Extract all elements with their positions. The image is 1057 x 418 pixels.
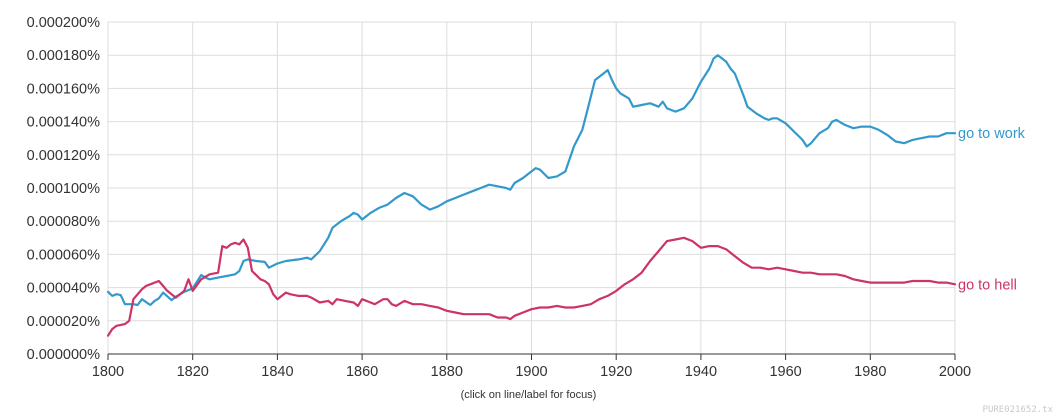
y-axis-ticks: 0.000000% 0.000020% 0.000040% 0.000060% 0.00… <box>27 15 100 363</box>
x-tick-label: 1900 <box>515 364 547 380</box>
x-tick-label: 1960 <box>769 364 801 380</box>
watermark-text: PURE021652.tx <box>982 405 1053 415</box>
y-tick-label: 0.000120% <box>27 148 100 164</box>
chart-series[interactable] <box>106 54 957 337</box>
chart-axes <box>107 353 956 360</box>
series-labels[interactable]: go to work go to hell <box>958 126 1026 293</box>
x-tick-label: 1940 <box>685 364 717 380</box>
chart-grid <box>107 21 956 355</box>
x-tick-label: 2000 <box>939 364 971 380</box>
x-tick-label: 1880 <box>431 364 463 380</box>
y-tick-label: 0.000020% <box>27 314 100 330</box>
y-tick-label: 0.000100% <box>27 181 100 197</box>
y-tick-label: 0.000000% <box>27 347 100 363</box>
y-tick-label: 0.000080% <box>27 214 100 230</box>
y-tick-label: 0.000200% <box>27 15 100 31</box>
x-tick-label: 1840 <box>261 364 293 380</box>
x-tick-label: 1820 <box>177 364 209 380</box>
focus-hint: (click on line/label for focus) <box>460 389 597 401</box>
y-tick-label: 0.000060% <box>27 247 100 263</box>
series-line-go-to-hell[interactable] <box>106 236 957 337</box>
x-tick-label: 1920 <box>600 364 632 380</box>
x-tick-label: 1980 <box>854 364 886 380</box>
series-label-go-to-hell[interactable]: go to hell <box>958 277 1017 293</box>
y-tick-label: 0.000040% <box>27 281 100 297</box>
series-line-go-to-work[interactable] <box>106 54 957 307</box>
series-label-go-to-work[interactable]: go to work <box>958 126 1026 142</box>
x-axis-ticks: 1800 1820 1840 1860 1880 1900 1920 1940 1960 1980… <box>92 364 971 380</box>
x-tick-label: 1860 <box>346 364 378 380</box>
y-tick-label: 0.000160% <box>27 81 100 97</box>
x-tick-label: 1800 <box>92 364 124 380</box>
y-tick-label: 0.000140% <box>27 115 100 131</box>
y-tick-label: 0.000180% <box>27 48 100 64</box>
